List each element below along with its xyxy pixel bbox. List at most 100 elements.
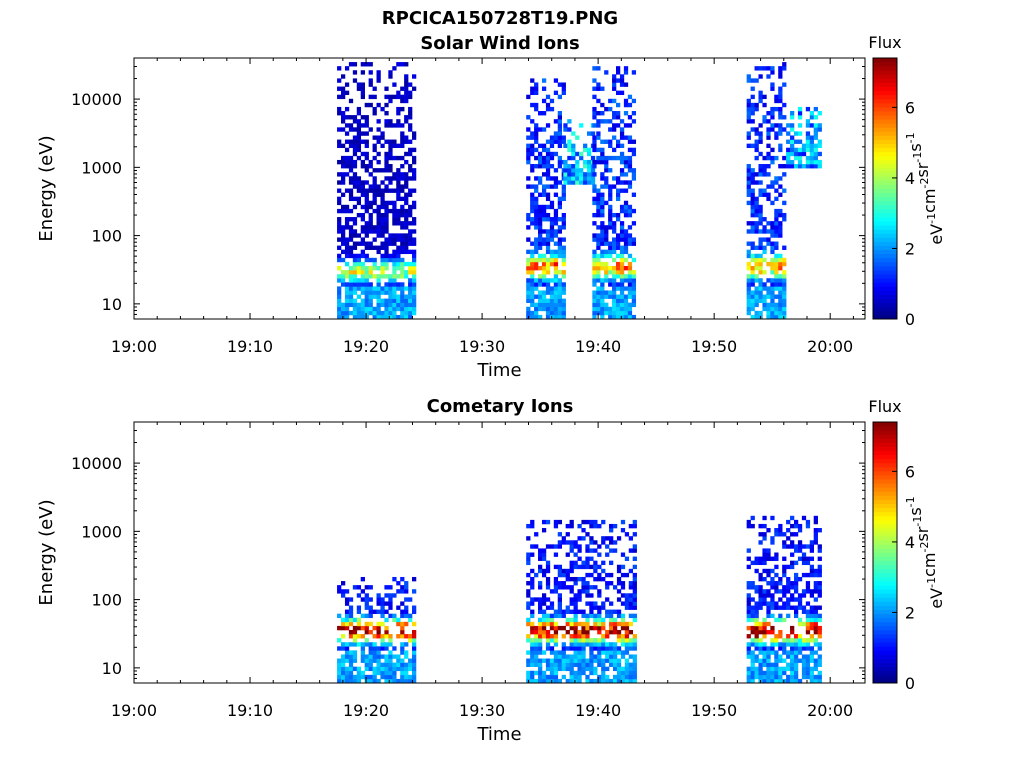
spectrogram-cell (412, 609, 417, 614)
spectrogram-cell (396, 286, 401, 291)
spectrogram-cell (526, 298, 531, 303)
spectrogram-cell (616, 310, 621, 316)
spectrogram-cell (619, 278, 625, 283)
spectrogram-cell (770, 536, 775, 541)
spectrogram-cell (396, 94, 401, 100)
spectrogram-cell (557, 597, 562, 602)
spectrogram-cell (553, 290, 559, 295)
spectrogram-cell (817, 544, 822, 549)
colorbar-swatch (873, 475, 897, 480)
spectrogram-cell (553, 278, 559, 283)
spectrogram-cell (360, 274, 365, 279)
spectrogram-cell (750, 212, 755, 218)
spectrogram-cell (557, 123, 562, 128)
colorbar-unit: eV-1cm-2sr-1s-1 (904, 132, 946, 244)
spectrogram-cell (408, 666, 413, 672)
spectrogram-cell (360, 261, 365, 267)
x-tick-label: 19:00 (111, 701, 157, 720)
spectrogram-cell (766, 66, 771, 71)
spectrogram-cell (573, 674, 578, 680)
spectrogram-cell (557, 159, 562, 165)
spectrogram-cell (538, 233, 543, 238)
spectrogram-cell (809, 123, 815, 128)
spectrogram-cell (813, 642, 818, 647)
spectrogram-cell (368, 241, 373, 246)
spectrogram-cell (750, 298, 755, 303)
spectrogram-cell (766, 164, 771, 169)
spectrogram-cell (790, 638, 795, 643)
spectrogram-cell (619, 74, 625, 79)
spectrogram-cell (541, 253, 547, 259)
spectrogram-cell (384, 654, 389, 659)
colorbar-swatch (873, 98, 897, 104)
spectrogram-cell (344, 249, 350, 255)
spectrogram-cell (596, 286, 601, 291)
spectrogram-cell (538, 674, 543, 680)
spectrogram-cell (388, 253, 393, 259)
spectrogram-cell (597, 674, 602, 680)
spectrogram-cell (797, 617, 803, 623)
spectrogram-cell (766, 629, 771, 635)
spectrogram-cell (632, 662, 637, 667)
spectrogram-cell (348, 282, 354, 287)
spectrogram-cell (762, 229, 767, 234)
spectrogram-cell (797, 601, 803, 606)
spectrogram-cell (360, 115, 365, 120)
spectrogram-cell (766, 662, 771, 667)
spectrogram-cell (557, 306, 562, 312)
colorbar-swatch (873, 119, 897, 124)
spectrogram-cell (396, 658, 401, 663)
spectrogram-cell (549, 650, 555, 655)
spectrogram-cell (774, 131, 779, 136)
spectrogram-cell (368, 585, 373, 590)
spectrogram-cell (762, 306, 767, 312)
spectrogram-cell (631, 298, 637, 303)
spectrogram-cell (352, 147, 358, 153)
spectrogram-cell (561, 666, 566, 672)
colorbar-swatch (873, 233, 897, 238)
spectrogram-cell (553, 253, 559, 259)
spectrogram-cell (762, 168, 767, 173)
spectrogram-cell (553, 519, 559, 525)
spectrogram-cell (623, 98, 629, 104)
spectrogram-cell (384, 139, 389, 144)
spectrogram-cell (388, 208, 393, 214)
spectrogram-cell (412, 674, 417, 680)
spectrogram-cell (553, 286, 559, 291)
spectrogram-cell (750, 204, 755, 210)
spectrogram-cell (750, 143, 755, 149)
spectrogram-cell (412, 86, 417, 91)
spectrogram-cell (762, 601, 767, 606)
spectrogram-cell (600, 212, 605, 218)
spectrogram-cell (592, 265, 597, 271)
spectrogram-cell (396, 155, 401, 161)
spectrogram-cell (541, 597, 547, 602)
spectrogram-cell (388, 233, 393, 238)
spectrogram-cell (754, 642, 759, 647)
spectrogram-cell (356, 106, 362, 112)
spectrogram-cell (541, 617, 547, 623)
spectrogram-cell (553, 310, 559, 316)
spectrogram-cell (624, 556, 630, 561)
spectrogram-cell (348, 229, 354, 234)
spectrogram-cell (577, 593, 582, 598)
spectrogram-cell (380, 298, 385, 303)
spectrogram-cell (596, 225, 601, 230)
spectrogram-cell (563, 143, 568, 149)
spectrogram-cell (762, 576, 767, 582)
colorbar-swatch (873, 172, 897, 177)
spectrogram-cell (569, 568, 574, 574)
spectrogram-cell (360, 658, 365, 663)
spectrogram-cell (372, 274, 377, 279)
spectrogram-cell (592, 188, 597, 193)
spectrogram-cell (762, 188, 767, 193)
spectrogram-cell (612, 609, 618, 614)
spectrogram-cell (541, 629, 547, 635)
spectrogram-cell (384, 86, 389, 91)
spectrogram-cell (600, 249, 605, 255)
spectrogram-cell (817, 678, 822, 684)
spectrogram-cell (585, 560, 590, 566)
spectrogram-cell (597, 678, 602, 684)
colorbar-swatch (873, 237, 897, 242)
spectrogram-cell (793, 642, 799, 647)
